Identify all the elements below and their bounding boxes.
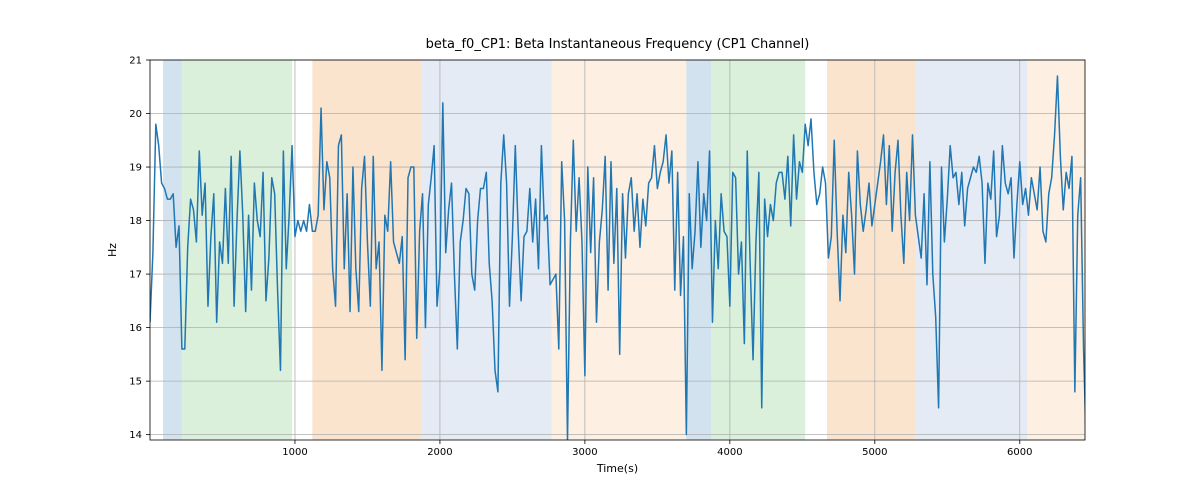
ytick-label: 17 (129, 270, 142, 281)
shaded-region-7 (827, 60, 915, 440)
shaded-region-4 (552, 60, 687, 440)
xtick-label: 5000 (862, 447, 887, 458)
chart-container: 1000 2000 3000 4000 5000 6000 14 15 16 17 18 19 20 21… (0, 0, 1200, 500)
ytick-label: 14 (129, 430, 142, 441)
xtick-label: 3000 (572, 447, 597, 458)
x-axis-label: Time(s) (596, 462, 638, 475)
xtick-label: 6000 (1007, 447, 1032, 458)
ytick-label: 19 (129, 163, 142, 174)
ytick-label: 21 (129, 56, 142, 67)
line-chart: 1000 2000 3000 4000 5000 6000 14 15 16 17 18 19 20 21… (0, 0, 1200, 500)
xtick-label: 4000 (717, 447, 742, 458)
ytick-label: 16 (129, 323, 142, 334)
ytick-label: 18 (129, 216, 142, 227)
ytick-label: 15 (129, 377, 142, 388)
shaded-region-2 (312, 60, 421, 440)
y-axis-label: Hz (106, 243, 119, 257)
chart-title: beta_f0_CP1: Beta Instantaneous Frequenc… (426, 37, 810, 52)
shaded-region-5 (686, 60, 711, 440)
shaded-region-6 (711, 60, 805, 440)
ytick-label: 20 (129, 109, 142, 120)
shaded-region-1 (182, 60, 292, 440)
xtick-label: 2000 (427, 447, 452, 458)
xtick-label: 1000 (282, 447, 307, 458)
